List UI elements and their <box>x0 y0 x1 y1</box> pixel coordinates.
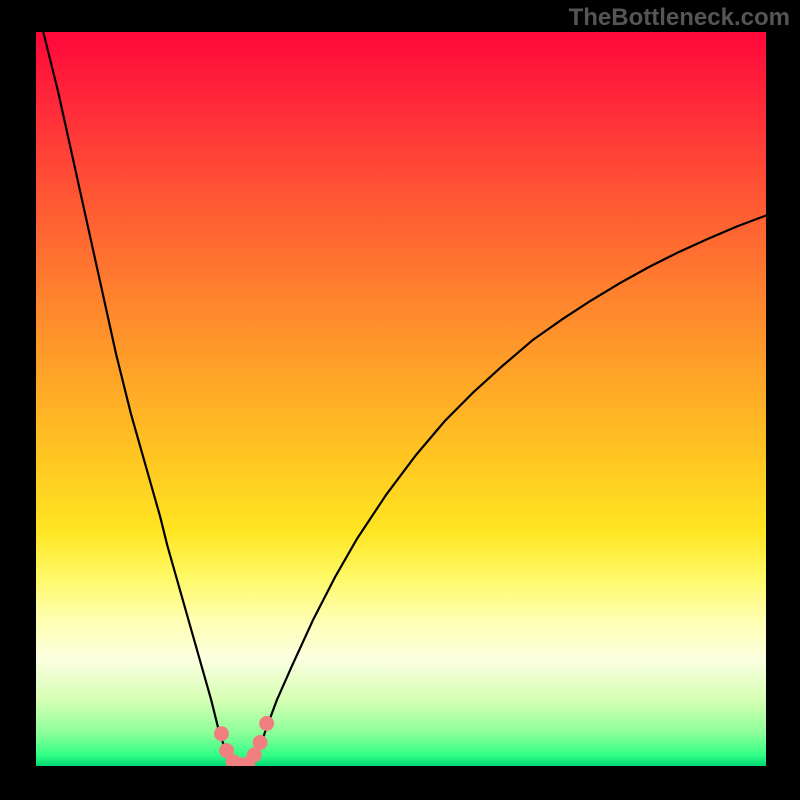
marker-point <box>214 727 228 741</box>
watermark: TheBottleneck.com <box>569 4 790 32</box>
chart-canvas: TheBottleneck.com <box>0 0 800 800</box>
marker-point <box>253 736 267 750</box>
marker-point <box>260 716 274 730</box>
plot-area <box>36 32 766 766</box>
bottleneck-curve <box>43 32 766 766</box>
plot-svg <box>36 32 766 766</box>
marker-point <box>247 748 261 762</box>
